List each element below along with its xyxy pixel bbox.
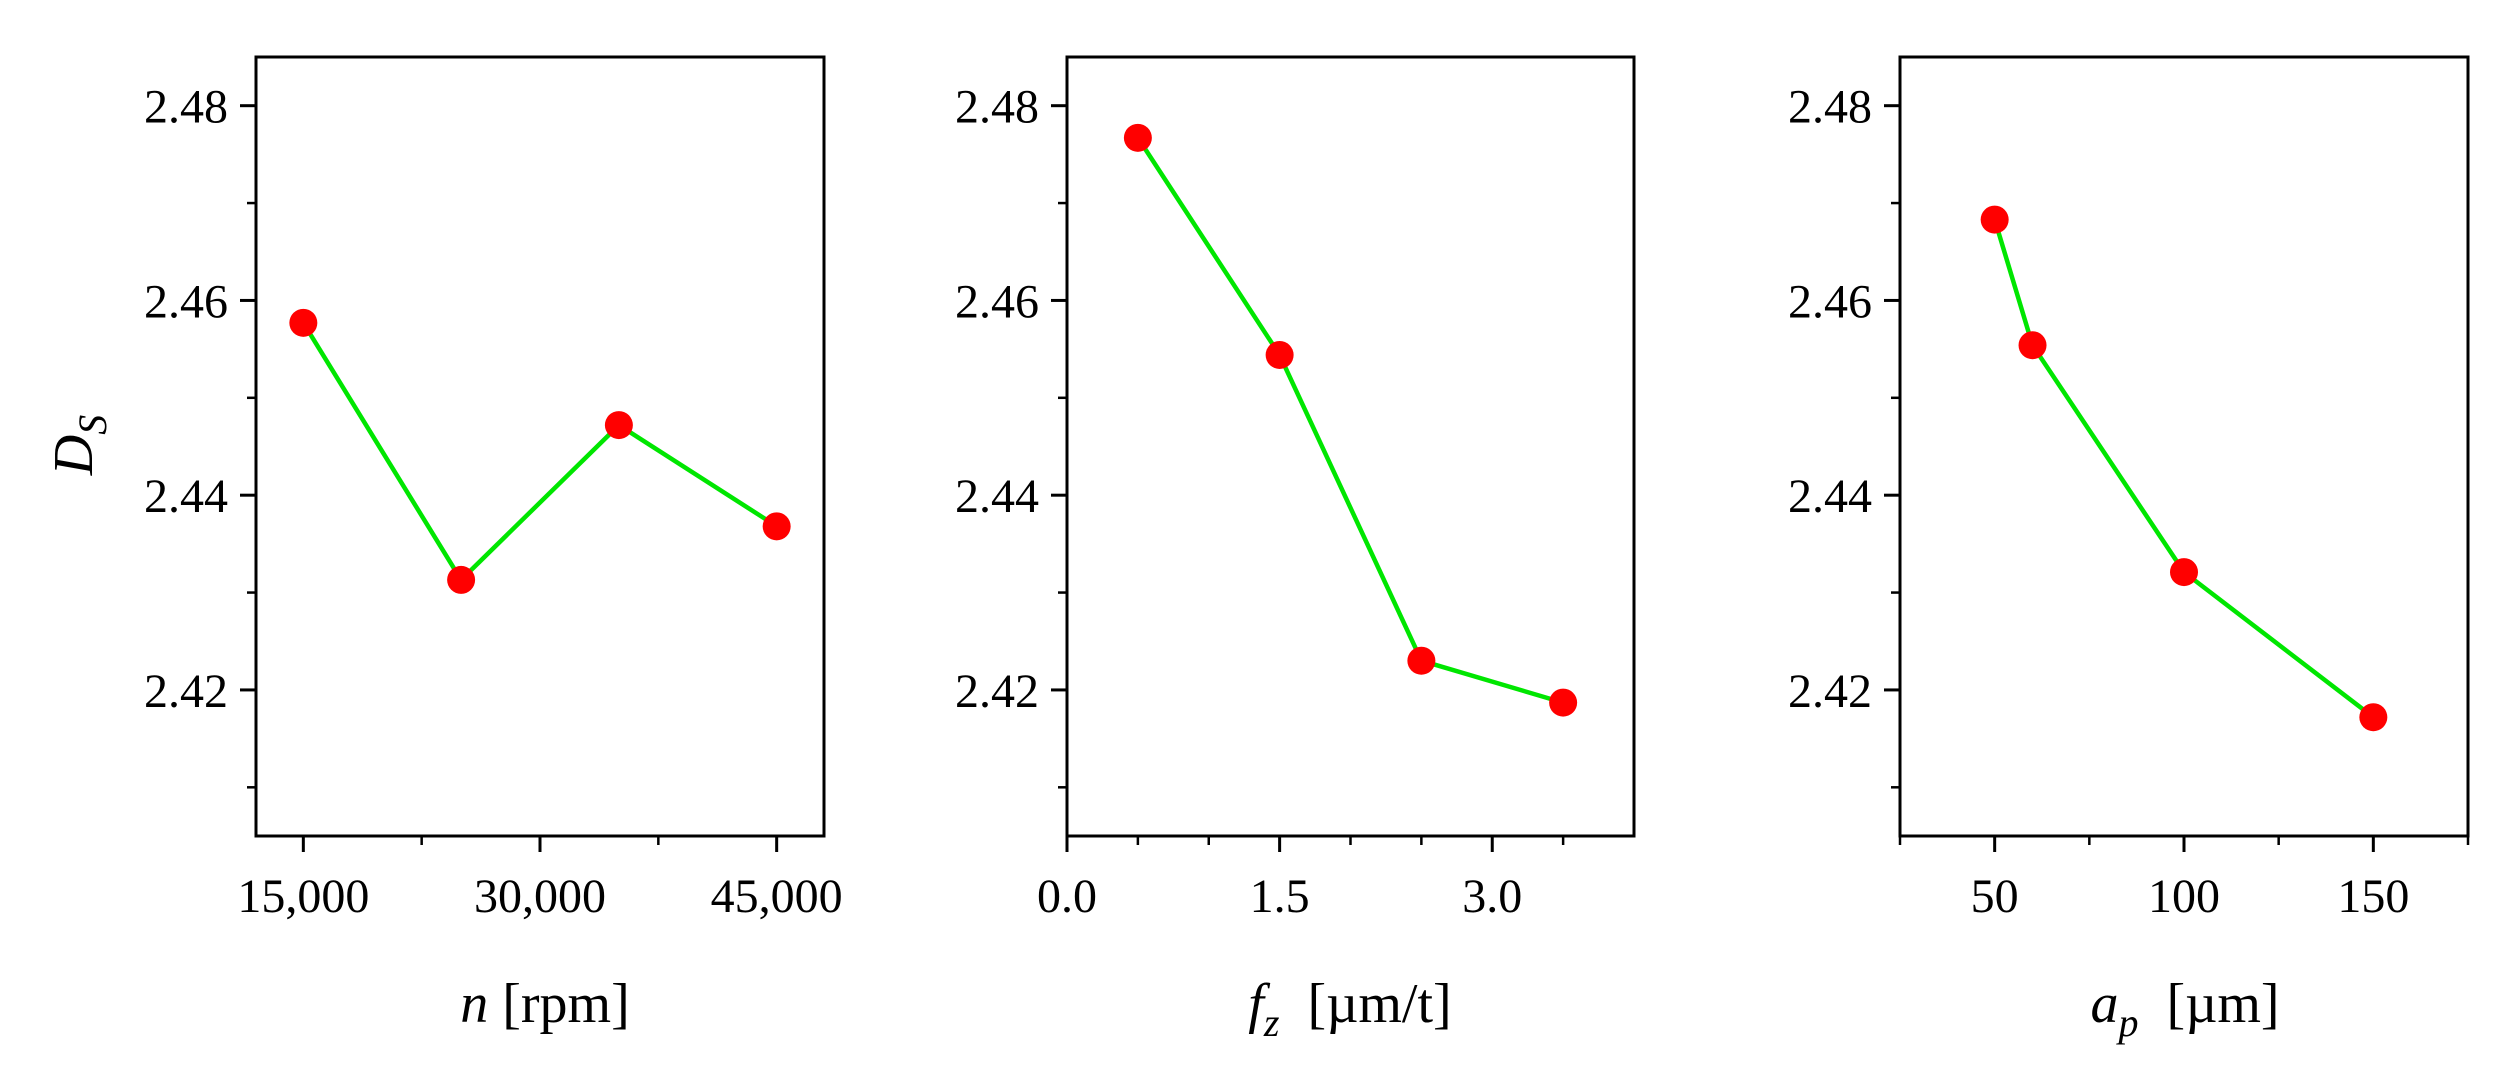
panel-speed: 2.42 2.44 2.46 2.48 15,000 30,000 45,000 — [144, 55, 843, 923]
data-point-depth — [2170, 558, 2198, 587]
x-tick-label-feed: 1.5 — [1250, 870, 1310, 923]
x-tick-label-depth: 150 — [2337, 870, 2409, 923]
x-tick-label-speed: 45,000 — [711, 870, 843, 923]
y-tick-label-speed: 2.46 — [144, 275, 228, 328]
data-point-feed — [1407, 646, 1436, 675]
x-axis-label-depth: ap [µm] — [2090, 973, 2279, 1045]
panel-depth: 2.42 2.44 2.46 2.48 50 100 150 — [1788, 55, 2470, 923]
panel-feed: 2.42 2.44 2.46 2.48 0.0 1.5 3.0 — [955, 55, 1636, 923]
data-point-depth — [2359, 703, 2388, 732]
x-tick-label-feed: 0.0 — [1037, 870, 1097, 923]
plot-frame-feed — [1065, 55, 1636, 838]
data-point-feed — [1265, 340, 1294, 369]
y-tick-label-depth: 2.44 — [1788, 470, 1872, 523]
y-tick-label-speed: 2.44 — [144, 470, 228, 523]
x-tick-label-feed: 3.0 — [1462, 870, 1522, 923]
data-point-speed — [604, 411, 633, 440]
data-point-speed — [762, 512, 791, 541]
y-tick-label-feed: 2.46 — [955, 275, 1039, 328]
y-tick-label-depth: 2.42 — [1788, 665, 1872, 718]
y-axis-label: DS — [43, 415, 115, 476]
x-tick-label-speed: 15,000 — [237, 870, 369, 923]
x-axis-label-feed: fz [µm/t] — [1248, 973, 1451, 1045]
y-tick-label-speed: 2.48 — [144, 81, 228, 134]
y-tick-label-feed: 2.44 — [955, 470, 1039, 523]
y-tick-label-feed: 2.42 — [955, 665, 1039, 718]
data-point-speed — [289, 308, 318, 337]
series-line-depth — [1992, 218, 2375, 719]
x-tick-label-speed: 30,000 — [474, 870, 606, 923]
data-point-depth — [1980, 205, 2009, 234]
y-axis-label-main: D — [43, 435, 105, 476]
y-tick-label-depth: 2.48 — [1788, 81, 1872, 134]
data-point-depth — [2018, 331, 2047, 360]
y-axis-label-sub: S — [70, 415, 115, 435]
series-line-feed — [1136, 136, 1564, 705]
y-tick-label-speed: 2.42 — [144, 665, 228, 718]
y-tick-label-depth: 2.46 — [1788, 275, 1872, 328]
plot-frame-speed — [254, 55, 826, 838]
series-line-speed — [301, 321, 778, 583]
data-point-feed — [1549, 688, 1578, 717]
x-axis-label-speed: n [rpm] — [460, 973, 630, 1035]
x-tick-label-depth: 50 — [1971, 870, 2019, 923]
y-tick-label-feed: 2.48 — [955, 81, 1039, 134]
data-point-speed — [447, 565, 476, 594]
data-point-feed — [1123, 123, 1152, 152]
x-tick-label-depth: 100 — [2148, 870, 2220, 923]
